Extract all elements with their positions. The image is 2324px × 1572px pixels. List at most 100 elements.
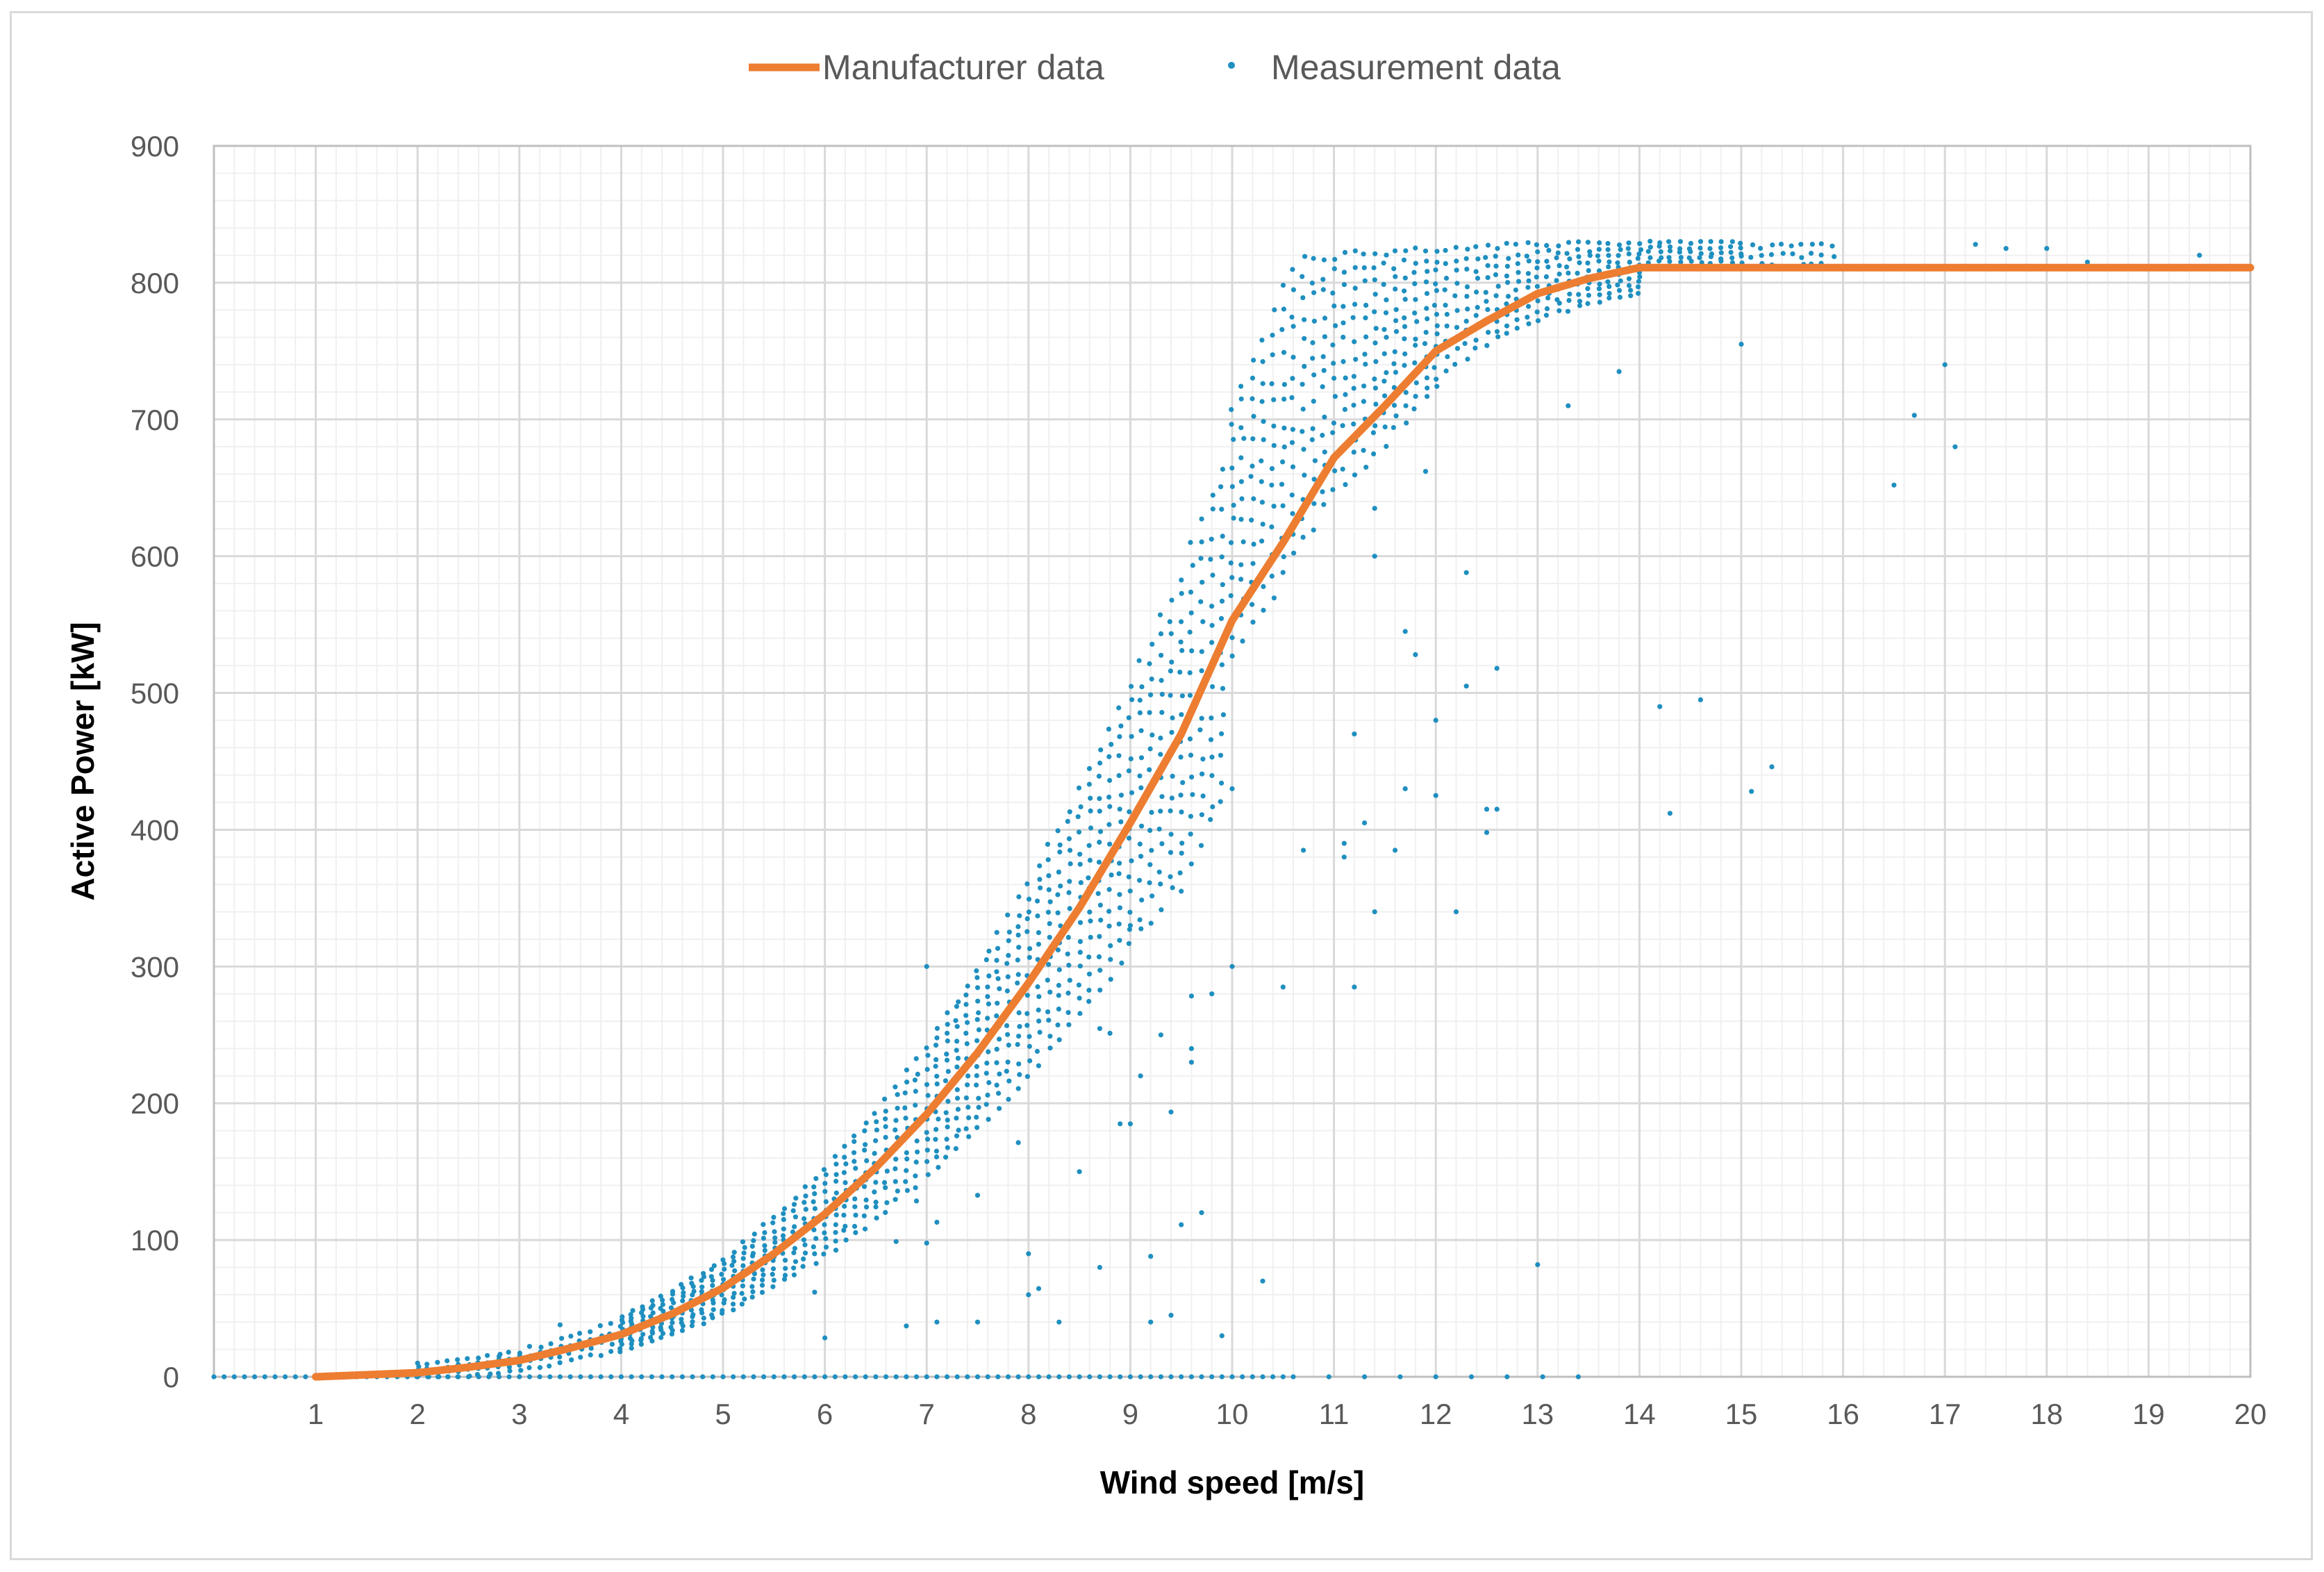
measurement-point [1372, 377, 1377, 382]
measurement-point [699, 1307, 704, 1312]
measurement-point [1371, 265, 1377, 271]
measurement-point [1473, 338, 1479, 343]
measurement-point [976, 1027, 981, 1033]
measurement-point [1635, 284, 1641, 290]
measurement-point [526, 1374, 533, 1380]
measurement-point [1393, 329, 1400, 334]
measurement-point [1363, 361, 1368, 367]
measurement-point [1148, 920, 1154, 926]
measurement-point [1596, 286, 1602, 292]
measurement-point [1128, 756, 1134, 761]
measurement-point [1666, 239, 1672, 245]
measurement-point [1615, 282, 1620, 288]
measurement-point [1118, 723, 1124, 729]
measurement-point [1635, 256, 1641, 261]
measurement-point [1109, 742, 1114, 747]
measurement-point [722, 1261, 727, 1266]
measurement-point [1566, 297, 1572, 304]
measurement-point [893, 1197, 898, 1202]
measurement-point [1116, 871, 1122, 877]
measurement-point [963, 1030, 969, 1036]
measurement-point [1616, 288, 1622, 293]
measurement-point [872, 1150, 877, 1156]
measurement-point [1147, 746, 1153, 752]
measurement-point [742, 1296, 747, 1302]
measurement-point [1024, 1023, 1030, 1028]
measurement-point [1626, 251, 1632, 257]
measurement-point [833, 1239, 838, 1244]
measurement-point [731, 1374, 736, 1380]
measurement-point [924, 963, 929, 969]
measurement-point [842, 1155, 847, 1160]
measurement-point [518, 1368, 524, 1373]
measurement-point [1188, 831, 1193, 837]
measurement-point [882, 1096, 888, 1102]
measurement-point [1738, 240, 1743, 246]
measurement-point [547, 1363, 552, 1369]
measurement-point [1289, 440, 1295, 445]
measurement-point [1118, 1374, 1123, 1380]
measurement-point [903, 1179, 908, 1184]
measurement-point [1343, 375, 1348, 381]
measurement-point [1159, 907, 1164, 913]
measurement-point [630, 1308, 636, 1314]
measurement-point [1290, 267, 1295, 272]
measurement-point [1404, 420, 1409, 426]
measurement-point [1179, 809, 1184, 815]
measurement-point [732, 1268, 738, 1273]
measurement-point [802, 1242, 808, 1248]
measurement-point [1526, 321, 1532, 326]
measurement-point [1271, 397, 1277, 403]
measurement-point [1280, 459, 1286, 465]
measurement-point [1606, 264, 1611, 270]
measurement-point [913, 1185, 918, 1191]
x-tick-label: 5 [715, 1398, 731, 1430]
measurement-point [792, 1259, 799, 1264]
measurement-point [954, 1048, 959, 1053]
measurement-point [1179, 850, 1184, 856]
measurement-point [1952, 444, 1958, 449]
measurement-point [944, 1374, 950, 1380]
measurement-point [1259, 458, 1264, 464]
measurement-point [983, 957, 989, 963]
measurement-point [1321, 367, 1327, 373]
measurement-point [1637, 241, 1643, 247]
measurement-point [1310, 340, 1315, 345]
measurement-point [283, 1374, 288, 1380]
measurement-point [1189, 775, 1195, 780]
measurement-point [974, 1082, 979, 1088]
measurement-point [1422, 248, 1429, 254]
measurement-point [963, 1126, 969, 1132]
measurement-point [640, 1304, 645, 1309]
measurement-point [1425, 269, 1430, 274]
measurement-point [792, 1374, 797, 1380]
measurement-point [772, 1235, 778, 1241]
measurement-point [1046, 961, 1052, 967]
measurement-point [1362, 278, 1368, 283]
measurement-point [1402, 288, 1407, 294]
measurement-point [1526, 304, 1532, 309]
measurement-point [1058, 883, 1063, 889]
measurement-point [1065, 1010, 1071, 1016]
measurement-point [1229, 635, 1235, 640]
measurement-point [1718, 245, 1724, 251]
x-tick-label: 4 [613, 1398, 629, 1430]
measurement-point [1137, 697, 1143, 703]
measurement-point [1372, 309, 1377, 315]
measurement-point [1016, 894, 1022, 900]
measurement-point [690, 1374, 695, 1380]
measurement-point [792, 1224, 797, 1230]
measurement-point [1179, 647, 1185, 654]
measurement-point [739, 1301, 745, 1307]
measurement-point [1259, 479, 1264, 484]
measurement-point [1411, 270, 1417, 275]
measurement-point [1393, 286, 1398, 292]
measurement-point [974, 1073, 979, 1079]
measurement-point [883, 1374, 889, 1380]
measurement-point [873, 1200, 879, 1205]
measurement-point [1463, 570, 1469, 575]
measurement-point [1055, 947, 1061, 953]
measurement-point [1393, 274, 1398, 279]
measurement-point [1504, 263, 1510, 269]
measurement-point [1281, 381, 1287, 388]
